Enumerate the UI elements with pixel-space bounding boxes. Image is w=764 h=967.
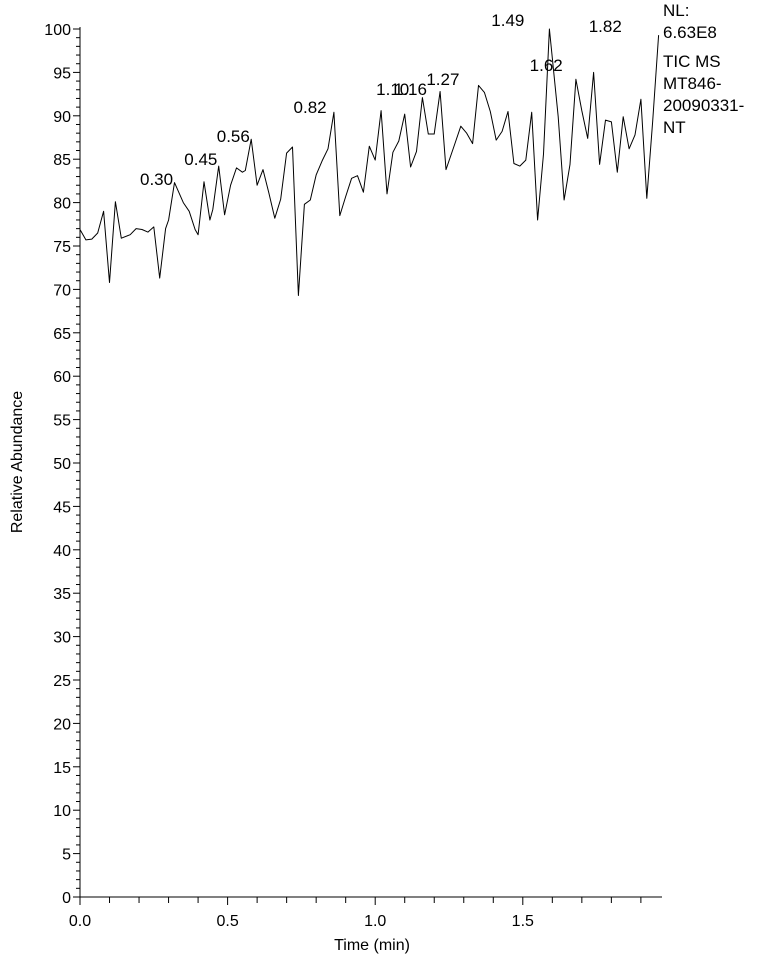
y-tick-label: 95	[53, 65, 71, 82]
y-tick-label: 70	[53, 282, 71, 299]
y-tick-label: 50	[53, 456, 71, 473]
y-tick-label: 90	[53, 109, 71, 126]
y-tick-label: 10	[53, 803, 71, 820]
y-tick-label: 85	[53, 152, 71, 169]
y-tick-label: 65	[53, 326, 71, 343]
y-tick-label: 25	[53, 673, 71, 690]
y-tick-label: 100	[44, 22, 71, 39]
x-tick-label: 1.5	[512, 913, 534, 930]
y-tick-label: 35	[53, 586, 71, 603]
y-tick-label: 40	[53, 543, 71, 560]
y-tick-label: 80	[53, 196, 71, 213]
x-tick-label: 0.0	[69, 913, 91, 930]
peak-label: 0.82	[294, 98, 327, 117]
trace-info-line: NL:	[663, 1, 689, 20]
trace-info-line: 20090331-	[663, 96, 744, 115]
y-tick-label: 45	[53, 499, 71, 516]
y-tick-label: 0	[62, 890, 71, 907]
peak-label: 0.45	[184, 150, 217, 169]
trace-info-line: MT846-	[663, 74, 722, 93]
peak-labels: 0.30 0.450.56 0.82 1.101.161.27 1.49 1.62 1.82	[140, 11, 622, 189]
peak-label: 1.49	[491, 11, 524, 30]
y-tick-label: 75	[53, 239, 71, 256]
x-axis-title: Time (min)	[334, 937, 410, 954]
y-ticks: 0 5 10 15 20 25 30 35 40 45 50 55 60 65 70 75 80 85 90 95 10…	[44, 22, 80, 907]
y-tick-label: 30	[53, 630, 71, 647]
y-tick-label: 60	[53, 369, 71, 386]
x-tick-label: 0.5	[216, 913, 238, 930]
peak-label: 1.82	[589, 17, 622, 36]
peak-label: 1.16	[394, 80, 427, 99]
y-tick-label: 55	[53, 413, 71, 430]
trace-info-block: NL: 6.63E8 TIC MS MT846- 20090331- NT	[663, 1, 744, 137]
x-ticks: 0.0 0.5 1.0 1.5	[69, 897, 642, 930]
trace-info-line: NT	[663, 118, 686, 137]
y-tick-label: 20	[53, 716, 71, 733]
peak-label: 0.30	[140, 170, 173, 189]
y-tick-label: 5	[62, 847, 71, 864]
peak-label: 0.56	[217, 127, 250, 146]
tic-trace-line	[79, 28, 660, 296]
peak-label: 1.27	[426, 70, 459, 89]
x-tick-label: 1.0	[364, 913, 386, 930]
y-tick-label: 15	[53, 760, 71, 777]
peak-label: 1.10	[376, 80, 409, 99]
trace-info-line: 6.63E8	[663, 23, 717, 42]
trace-info-line: TIC MS	[663, 52, 721, 71]
peak-label: 1.62	[530, 56, 563, 75]
y-axis-title: Relative Abundance	[9, 391, 26, 533]
axes	[79, 27, 662, 898]
